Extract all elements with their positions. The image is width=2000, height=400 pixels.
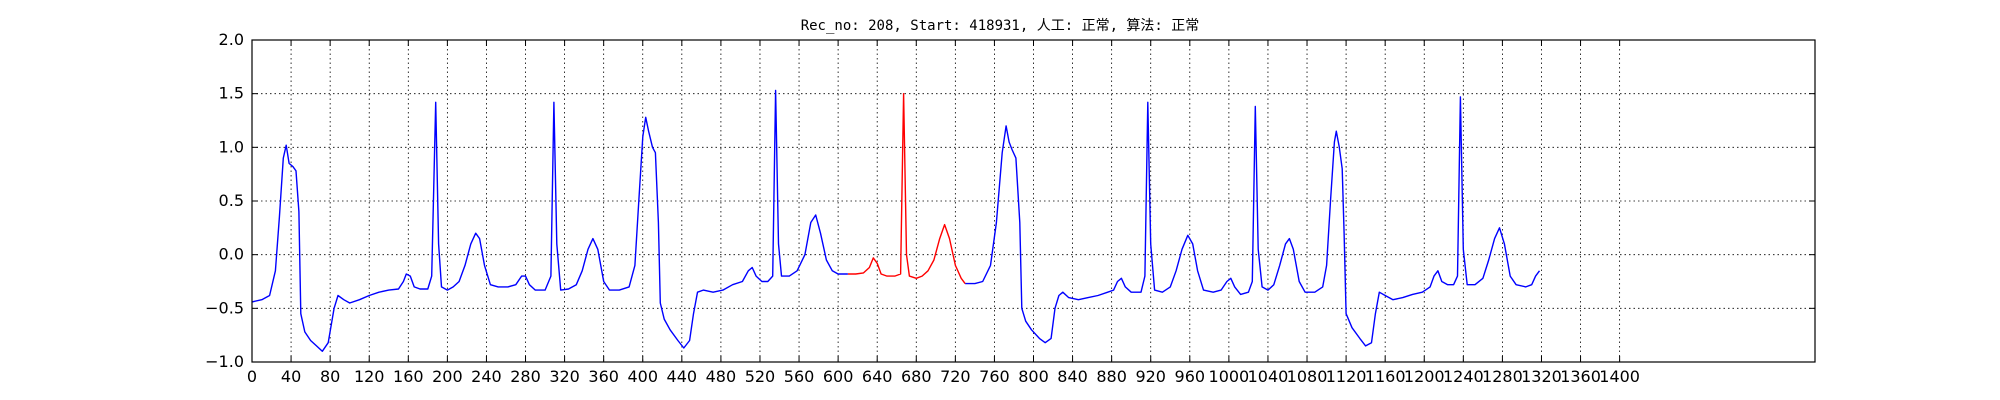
axis-ticks: [251, 39, 1815, 363]
x-tick-label: 1080: [1287, 367, 1328, 386]
x-tick-label: 880: [1096, 367, 1127, 386]
x-tick-label: 1360: [1560, 367, 1601, 386]
x-tick-label: 200: [432, 367, 463, 386]
y-tick-label: 1.0: [219, 137, 244, 156]
x-tick-label: 240: [471, 367, 502, 386]
x-tick-label: 80: [320, 367, 340, 386]
x-tick-label: 680: [901, 367, 932, 386]
x-tick-label: 1200: [1404, 367, 1445, 386]
y-tick-label: 2.0: [219, 30, 244, 49]
ecg-line-red: [847, 93, 966, 285]
grid-lines: [252, 40, 1815, 362]
x-tick-label: 560: [784, 367, 815, 386]
ecg-line-blue: [965, 96, 1541, 347]
x-tick-label: 400: [627, 367, 658, 386]
x-tick-label: 1400: [1599, 367, 1640, 386]
y-tick-label: 0.5: [219, 191, 244, 210]
x-tick-label: 720: [940, 367, 971, 386]
x-tick-label: 520: [745, 367, 776, 386]
x-tick-label: 1280: [1482, 367, 1523, 386]
x-tick-label: 920: [1135, 367, 1166, 386]
tick-labels: 0 40 80 120 160 200 240 280 320 360 400 440 480 520 56…: [205, 30, 1640, 386]
chart-title: Rec_no: 208, Start: 418931, 人工: 正常, 算法: …: [801, 18, 1200, 34]
x-tick-label: 960: [1175, 367, 1206, 386]
y-tick-label: 1.5: [219, 84, 244, 103]
x-tick-label: 320: [549, 367, 580, 386]
y-tick-label: −1.0: [205, 352, 244, 371]
plot-area-border: [251, 39, 1816, 363]
x-tick-label: 800: [1018, 367, 1049, 386]
x-tick-label: 1320: [1521, 367, 1562, 386]
x-tick-label: 840: [1057, 367, 1088, 386]
x-tick-label: 760: [979, 367, 1010, 386]
ecg-series: [251, 89, 1541, 352]
x-tick-label: 640: [862, 367, 893, 386]
x-tick-label: 480: [706, 367, 737, 386]
x-tick-label: 440: [667, 367, 698, 386]
x-tick-label: 1160: [1365, 367, 1406, 386]
x-tick-label: 120: [354, 367, 385, 386]
x-tick-label: 1000: [1209, 367, 1250, 386]
y-tick-label: −0.5: [205, 298, 244, 317]
x-tick-label: 1040: [1248, 367, 1289, 386]
x-tick-label: 360: [588, 367, 619, 386]
x-tick-label: 160: [393, 367, 424, 386]
y-tick-label: 0.0: [219, 245, 244, 264]
x-tick-label: 600: [823, 367, 854, 386]
x-tick-label: 40: [281, 367, 301, 386]
x-tick-label: 1120: [1326, 367, 1367, 386]
ecg-line-blue: [251, 89, 848, 352]
x-tick-label: 0: [247, 367, 257, 386]
x-tick-label: 280: [510, 367, 541, 386]
x-tick-label: 1240: [1443, 367, 1484, 386]
